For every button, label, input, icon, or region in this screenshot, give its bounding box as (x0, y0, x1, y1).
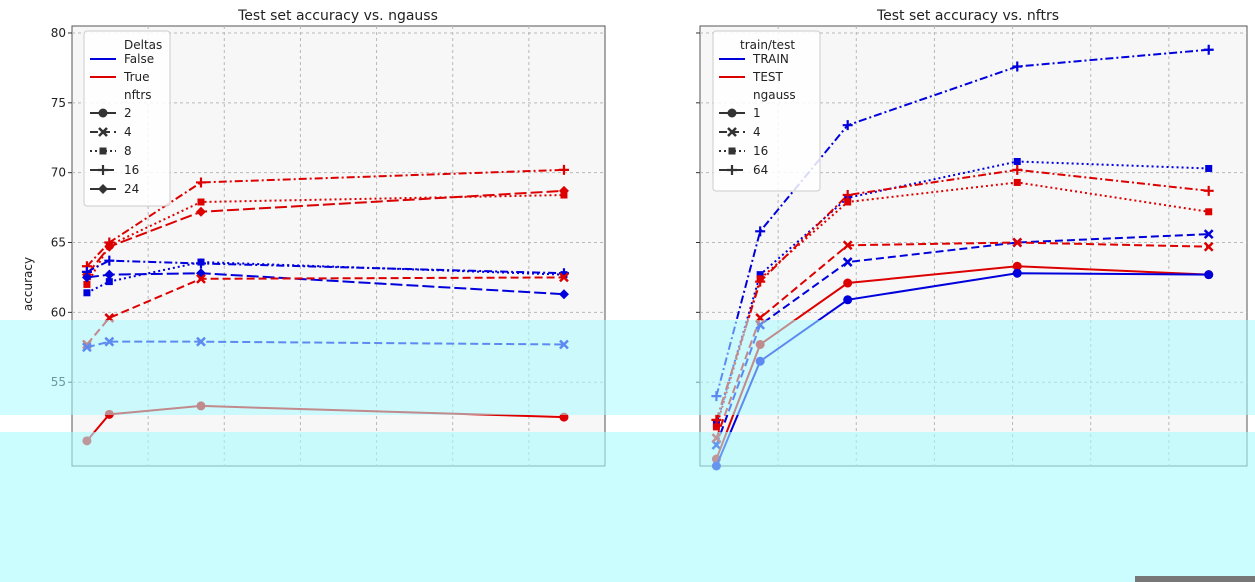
data-point (843, 295, 853, 305)
series (712, 178, 1213, 431)
series-line (86, 168, 564, 267)
data-point (1205, 164, 1213, 172)
series (81, 268, 569, 300)
data-point (842, 190, 853, 201)
data-point (1012, 261, 1022, 271)
legend-label: 2 (124, 106, 132, 120)
data-point (1013, 178, 1021, 186)
data-point (842, 120, 853, 131)
data-point (195, 177, 206, 188)
data-point (1203, 229, 1214, 240)
legend-label: 16 (124, 163, 139, 177)
data-point (197, 258, 205, 266)
cyan-overlay-band-1 (0, 320, 1255, 415)
legend-label: 1 (753, 106, 761, 120)
data-point (1012, 164, 1023, 175)
legend-marker (727, 108, 737, 118)
data-point (756, 275, 764, 283)
series-line (86, 189, 565, 276)
data-point (756, 271, 764, 279)
data-point (81, 272, 92, 283)
data-point (560, 271, 568, 279)
legend-label: TEST (752, 70, 784, 84)
series-line (86, 194, 564, 285)
right-legend-hue-title: train/test (740, 38, 795, 52)
data-point (1203, 185, 1214, 196)
data-point (560, 191, 568, 199)
data-point (558, 289, 569, 300)
data-point (104, 255, 115, 266)
data-point (105, 278, 113, 286)
right-legend-entries: TRAIN TEST ngauss 1 4 16 64 (719, 52, 796, 177)
data-point (1012, 268, 1022, 278)
data-point (755, 226, 766, 237)
series-line (86, 259, 564, 275)
legend-marker (98, 165, 108, 175)
y-tick-label: 75 (51, 96, 66, 110)
legend-style-title: nftrs (124, 88, 152, 102)
data-point (843, 278, 853, 288)
legend-marker (727, 127, 737, 137)
y-tick-label: 60 (51, 305, 66, 319)
legend-label: 4 (753, 125, 761, 139)
legend-marker (727, 165, 737, 175)
data-point (844, 198, 852, 206)
left-chart-title: Test set accuracy vs. ngauss (237, 8, 438, 24)
right-chart-title: Test set accuracy vs. nftrs (876, 8, 1059, 24)
data-point (1204, 270, 1214, 280)
legend-label: TRAIN (752, 52, 789, 66)
data-point (559, 272, 569, 283)
data-point (196, 273, 206, 284)
legend-marker (98, 184, 108, 194)
left-y-axis-label: accuracy (21, 257, 35, 311)
data-point (711, 414, 722, 425)
data-point (1203, 241, 1214, 252)
data-point (105, 241, 113, 249)
legend-label: 8 (124, 144, 132, 158)
series (83, 191, 568, 288)
data-point (1205, 208, 1213, 216)
legend-label: 4 (124, 125, 132, 139)
data-point (104, 269, 115, 280)
data-point (842, 240, 853, 251)
data-point (558, 164, 569, 175)
series (83, 258, 568, 297)
legend-marker (728, 147, 736, 155)
y-tick-label: 70 (51, 166, 66, 180)
data-point (195, 206, 206, 217)
data-point (1012, 61, 1023, 72)
left-legend-box (83, 30, 171, 207)
data-point (712, 423, 720, 431)
data-point (83, 280, 91, 288)
data-point (83, 289, 91, 297)
legend-label: True (123, 70, 150, 84)
legend-marker (98, 127, 108, 137)
data-point (197, 198, 205, 206)
legend-marker (98, 108, 108, 118)
data-point (1012, 237, 1023, 248)
y-tick-label: 65 (51, 236, 66, 250)
legend-style-title: ngauss (753, 88, 796, 102)
series-line (86, 272, 565, 296)
bottom-scroll-strip (1135, 576, 1255, 582)
legend-label: 24 (124, 182, 139, 196)
right-legend: train/test TRAIN TEST ngauss 1 4 16 64 (712, 30, 821, 192)
data-point (1203, 44, 1214, 55)
y-tick-label: 80 (51, 26, 66, 40)
left-legend-hue-title: Deltas (124, 38, 162, 52)
legend-marker (99, 147, 107, 155)
series-line (86, 261, 564, 294)
legend-label: 16 (753, 144, 768, 158)
legend-label: 64 (753, 163, 768, 177)
data-point (842, 257, 853, 267)
legend-label: False (124, 52, 154, 66)
data-point (1013, 157, 1021, 165)
cyan-overlay-band-2 (0, 432, 1255, 582)
